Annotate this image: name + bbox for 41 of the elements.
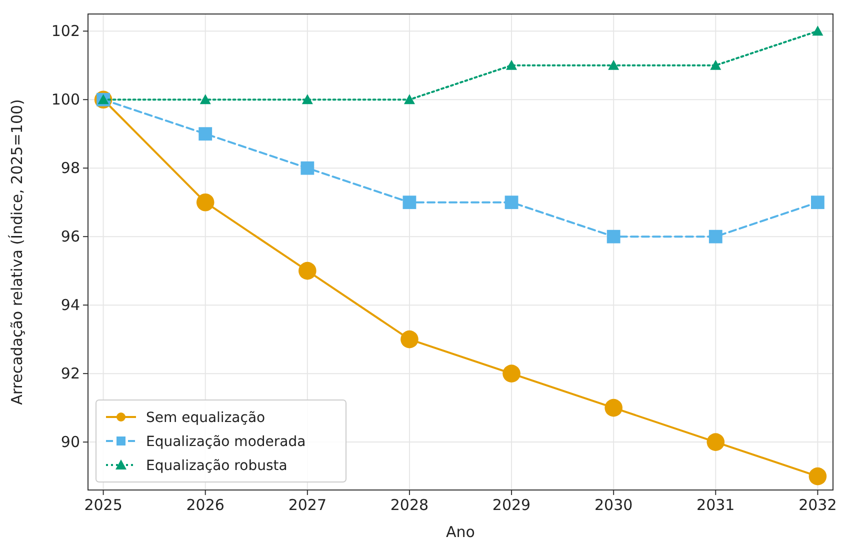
x-tick-label: 2025 — [84, 496, 122, 514]
point — [506, 60, 518, 70]
point — [812, 26, 824, 36]
x-tick-label: 2026 — [186, 496, 224, 514]
point — [706, 433, 725, 451]
point — [608, 60, 620, 70]
point — [504, 196, 518, 210]
x-axis-title: Ano — [446, 523, 475, 541]
y-tick-label: 102 — [51, 22, 80, 40]
y-tick-label: 96 — [60, 228, 80, 246]
x-tick-label: 2032 — [798, 496, 837, 514]
point — [710, 60, 722, 70]
x-tick-label: 2031 — [696, 496, 735, 514]
y-tick-label: 100 — [51, 90, 80, 109]
point — [298, 262, 316, 280]
y-tick-label: 94 — [60, 296, 80, 314]
x-tick-label: 2030 — [594, 496, 633, 514]
legend-label: Equalização moderada — [146, 434, 306, 450]
point — [198, 127, 212, 141]
y-tick-label: 98 — [60, 159, 80, 178]
y-tick-label: 90 — [60, 433, 80, 452]
point — [200, 94, 211, 104]
point — [402, 196, 416, 210]
point — [302, 94, 313, 104]
point — [404, 94, 415, 104]
y-tick-label: 92 — [60, 364, 80, 383]
point — [300, 161, 314, 175]
point — [808, 467, 827, 486]
x-tick-label: 2028 — [390, 496, 429, 514]
point — [502, 364, 520, 382]
x-tick-label: 2029 — [492, 496, 531, 514]
point — [400, 330, 418, 348]
y-axis-title: Arrecadação relativa (Índice, 2025=100) — [8, 99, 26, 405]
point — [604, 398, 622, 417]
point — [606, 230, 620, 244]
legend-label: Equalização robusta — [146, 458, 288, 474]
point — [708, 230, 722, 244]
point — [810, 196, 824, 210]
point — [196, 193, 214, 212]
legend-label: Sem equalização — [146, 410, 266, 426]
x-tick-label: 2027 — [288, 496, 327, 514]
